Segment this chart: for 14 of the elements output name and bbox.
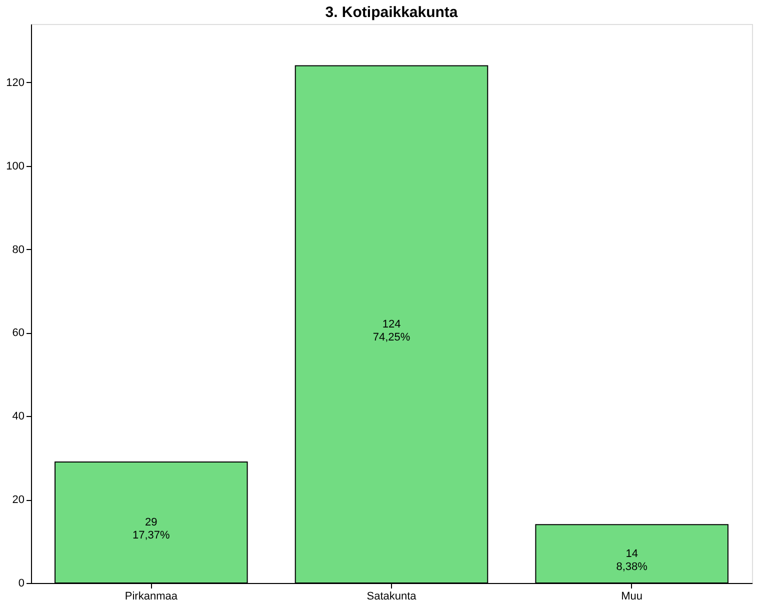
y-tick-label: 120 — [6, 76, 24, 89]
data-label: 29 17,37% — [132, 516, 170, 542]
x-tick-label: Pirkanmaa — [124, 590, 178, 602]
y-tick-label: 60 — [12, 327, 24, 340]
chart-title: 3. Kotipaikkakunta — [325, 4, 458, 21]
x-tick-label: Satakunta — [366, 590, 418, 602]
y-tick-label: 40 — [12, 410, 24, 423]
x-tick-label: Muu — [621, 590, 643, 602]
y-tick-label: 100 — [6, 160, 24, 172]
y-tick-label: 80 — [12, 244, 24, 256]
data-label: 124 74,25% — [372, 318, 410, 344]
y-tick-label: 20 — [12, 494, 24, 506]
y-tick-label: 0 — [18, 578, 24, 590]
data-label: 14 8,38% — [616, 548, 648, 573]
